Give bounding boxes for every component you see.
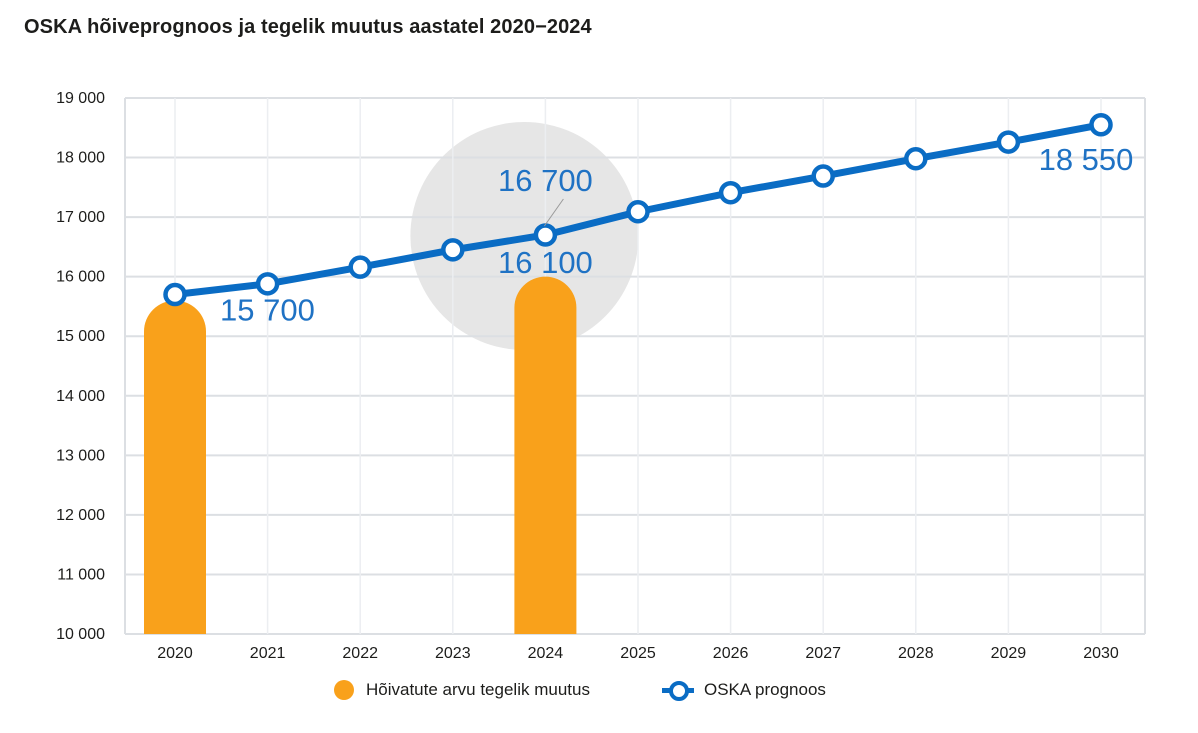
y-tick-label: 14 000 [56,388,105,405]
forecast-marker-2025 [626,200,650,224]
x-tick-label: 2025 [620,645,656,662]
y-tick-label: 16 000 [56,269,105,286]
forecast-marker-2021 [255,272,280,296]
y-tick-label: 19 000 [56,90,105,107]
x-tick-label: 2027 [805,645,841,662]
legend-label-forecast: OSKA prognoos [704,680,826,699]
forecast-marker-2022 [348,255,372,279]
data-label-2024: 16 100 [498,245,593,280]
chart-title: OSKA hõiveprognoos ja tegelik muutus aas… [24,16,592,38]
data-label-2020: 15 700 [220,293,315,328]
y-tick-label: 18 000 [56,150,105,167]
legend-swatch-line [662,680,694,701]
forecast-marker-2023 [441,238,465,262]
y-tick-label: 17 000 [56,209,105,226]
forecast-marker-2030 [1089,113,1113,137]
data-label-leader [543,198,564,227]
x-tick-label: 2026 [713,645,749,662]
legend-item-forecast[interactable]: OSKA prognoos [662,680,826,701]
bar-2020 [144,300,206,634]
x-tick-label: 2028 [898,645,934,662]
x-tick-label: 2030 [1083,645,1119,662]
x-tick-label: 2022 [342,645,378,662]
chart-legend: Hõivatute arvu tegelik muutus OSKA progn… [0,680,1198,710]
legend-item-actual[interactable]: Hõivatute arvu tegelik muutus [334,680,590,700]
forecast-marker-2029 [996,130,1021,154]
legend-swatch-bar [334,680,354,700]
x-tick-label: 2029 [991,645,1027,662]
y-tick-label: 15 000 [56,328,105,345]
forecast-marker-2027 [811,164,835,188]
x-tick-label: 2023 [435,645,471,662]
chart-svg: 10 000 11 000 12 000 13 000 14 000 15 000 16 0… [56,90,1146,662]
forecast-marker-2024 [533,223,558,247]
x-tick-label: 2021 [250,645,286,662]
x-tick-label: 2024 [528,645,564,662]
grid [125,97,1145,635]
data-label-2030: 18 550 [1039,142,1134,177]
y-tick-label: 10 000 [56,626,105,643]
bar-2024 [514,276,577,634]
y-tick-label: 11 000 [57,566,105,583]
forecast-marker-2026 [718,180,743,205]
data-label-2024: 16 700 [498,163,593,198]
forecast-marker-2028 [904,146,928,171]
y-tick-label: 13 000 [56,447,105,464]
y-tick-label: 12 000 [56,507,105,524]
x-tick-label: 2020 [157,645,193,662]
legend-label-actual: Hõivatute arvu tegelik muutus [366,680,590,699]
forecast-marker-2020 [163,282,187,307]
